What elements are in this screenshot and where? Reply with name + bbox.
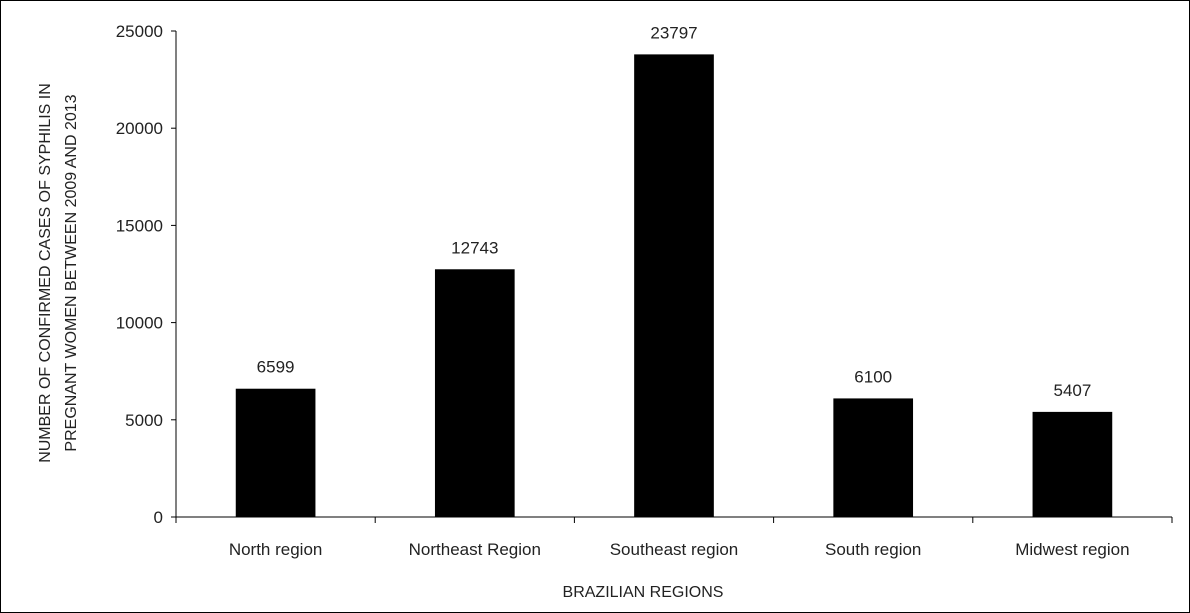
bar-data-label: 6100 (854, 367, 892, 386)
y-tick-label: 5000 (125, 411, 163, 430)
bar-data-label: 5407 (1053, 381, 1091, 400)
data-labels: 6599 12743 23797 6100 5407 (257, 23, 1092, 400)
bars (235, 54, 1113, 517)
y-tick-label: 10000 (116, 314, 163, 333)
y-axis-title-line-2: PREGNANT WOMEN BETWEEN 2009 AND 2013 (63, 94, 80, 451)
y-tick-label: 20000 (116, 119, 163, 138)
x-category-label: Northeast Region (409, 540, 541, 559)
bar (833, 398, 914, 517)
y-axis-title: NUMBER OF CONFIRMED CASES OF SYPHILIS IN… (37, 83, 80, 463)
bar-data-label: 23797 (650, 23, 697, 42)
x-category-label: North region (229, 540, 323, 559)
x-category-label: Midwest region (1015, 540, 1129, 559)
y-tick-label: 15000 (116, 216, 163, 235)
bar (434, 269, 515, 517)
x-category-label: South region (825, 540, 921, 559)
bar (634, 54, 714, 517)
y-tick-label: 0 (154, 508, 163, 527)
x-ticks (175, 517, 1173, 523)
y-ticks: 0 5000 10000 15000 20000 25000 (116, 22, 176, 527)
bar (1032, 411, 1113, 517)
x-axis-title: BRAZILIAN REGIONS (563, 584, 724, 601)
y-axis-title-line-1: NUMBER OF CONFIRMED CASES OF SYPHILIS IN (37, 83, 54, 463)
bar-data-label: 6599 (257, 358, 295, 377)
x-tick-labels: North region Northeast Region Southeast re… (229, 540, 1130, 559)
y-tick-label: 25000 (116, 22, 163, 41)
bar-data-label: 12743 (451, 238, 498, 257)
x-category-label: Southeast region (610, 540, 739, 559)
bar (235, 388, 316, 517)
